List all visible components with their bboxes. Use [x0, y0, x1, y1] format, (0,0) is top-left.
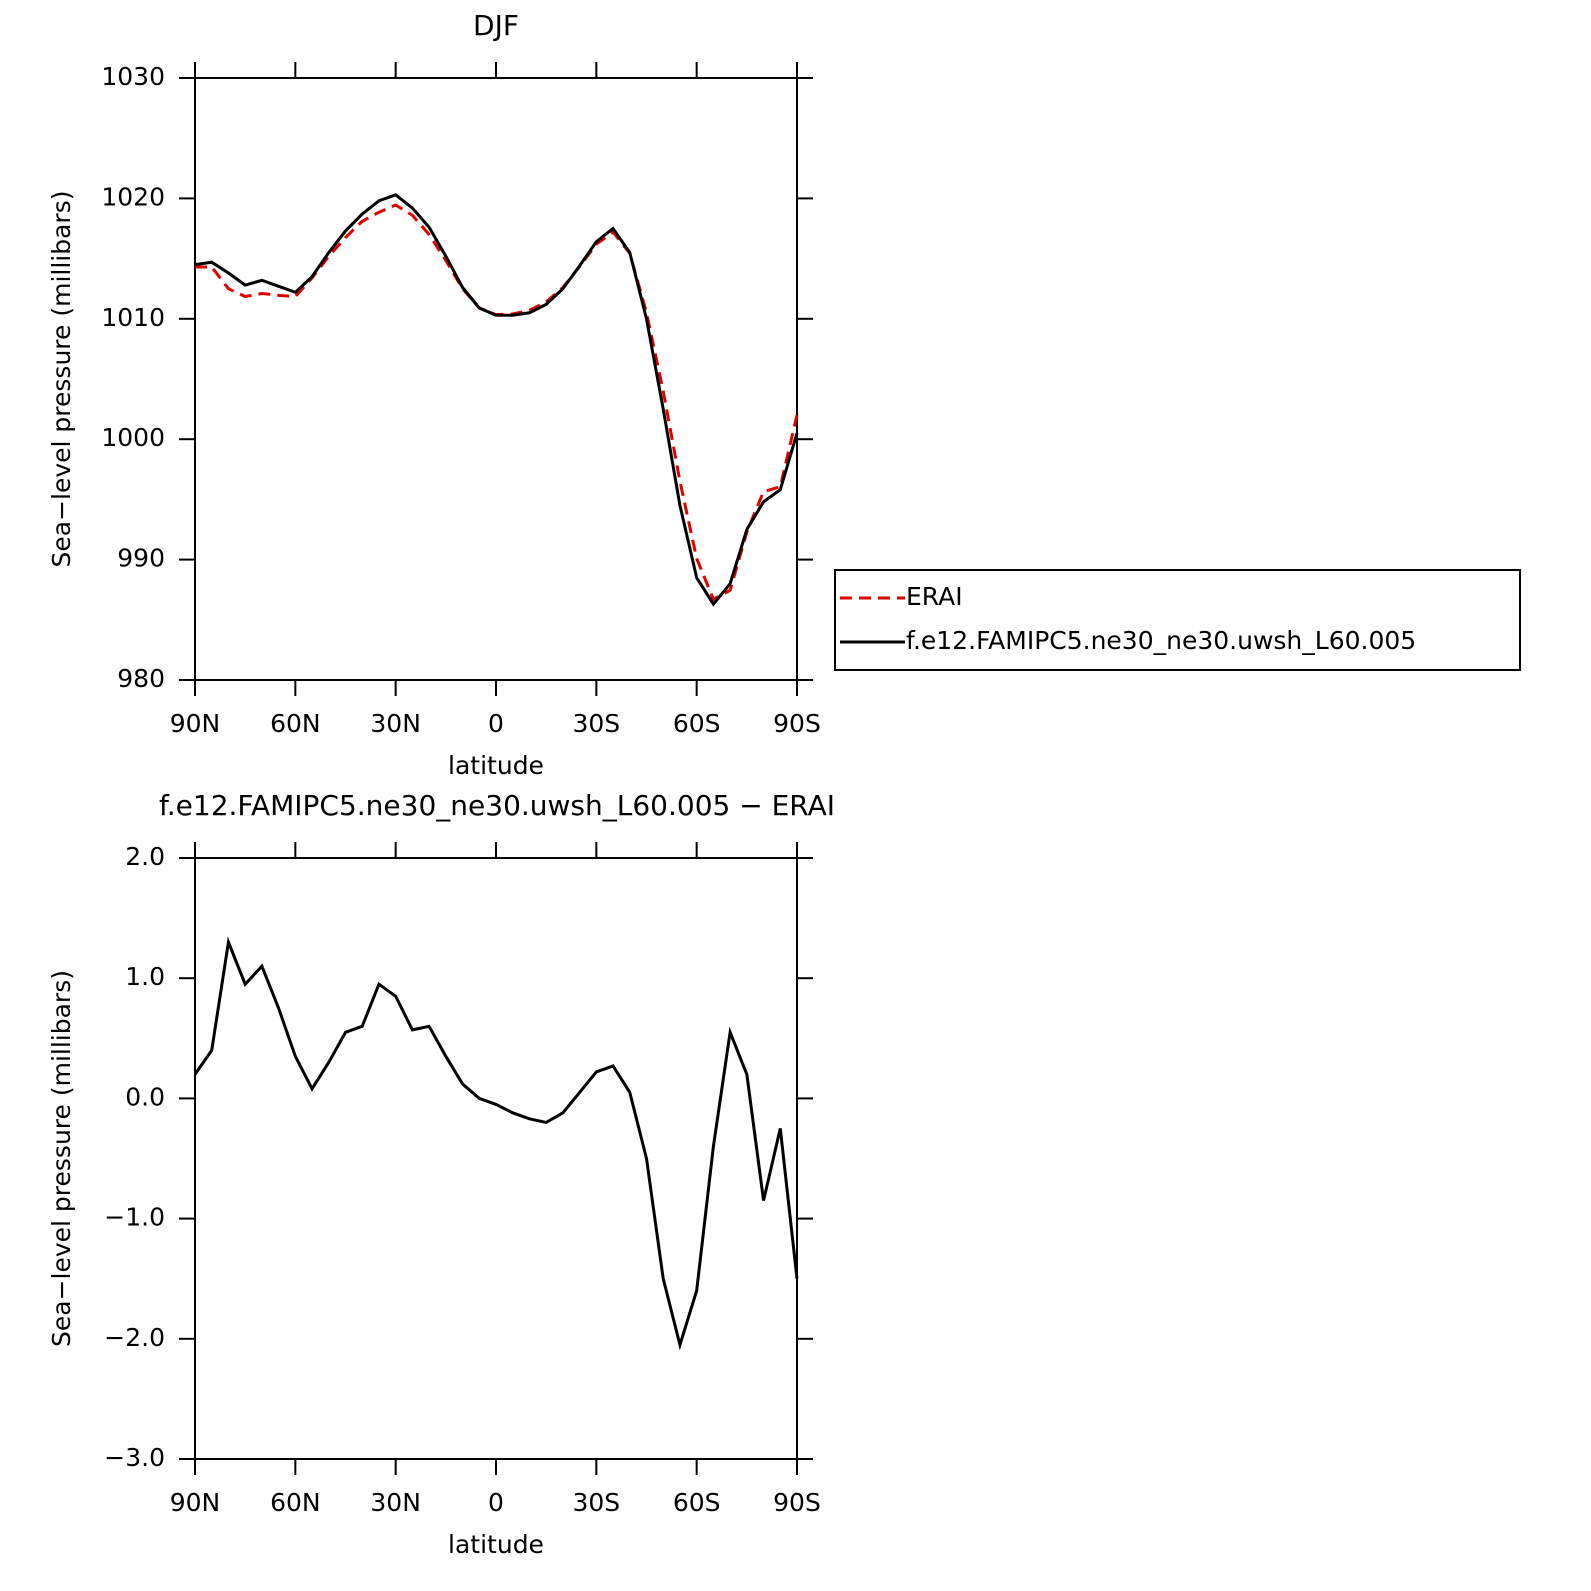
y-tick-label: 1020: [101, 182, 165, 211]
y-tick-label: −1.0: [104, 1203, 165, 1232]
x-tick-label: 30N: [370, 709, 421, 738]
y-tick-label: 2.0: [125, 842, 165, 871]
x-tick-label: 0: [488, 1488, 504, 1517]
x-axis-label: latitude: [448, 751, 544, 780]
x-tick-label: 90S: [773, 709, 821, 738]
y-tick-label: 1030: [101, 62, 165, 91]
x-tick-label: 90N: [170, 1488, 221, 1517]
chart-title: f.e12.FAMIPC5.ne30_ne30.uwsh_L60.005 − E…: [159, 789, 835, 822]
data-line: [194, 193, 799, 607]
legend-box: [834, 569, 1521, 671]
legend-label: ERAI: [906, 582, 963, 611]
x-tick-label: 30S: [572, 709, 620, 738]
plot-frame: [194, 77, 798, 681]
x-tick-label: 60N: [270, 709, 321, 738]
x-tick-label: 90S: [773, 1488, 821, 1517]
y-tick-label: 1.0: [125, 962, 165, 991]
y-tick-label: 1010: [101, 303, 165, 332]
x-axis-label: latitude: [448, 1530, 544, 1559]
x-tick-label: 60N: [270, 1488, 321, 1517]
y-tick-label: −2.0: [104, 1323, 165, 1352]
y-tick-label: 980: [117, 664, 165, 693]
x-tick-label: 60S: [673, 1488, 721, 1517]
chart-title: DJF: [473, 9, 519, 42]
x-tick-label: 90N: [170, 709, 221, 738]
x-tick-label: 60S: [673, 709, 721, 738]
y-tick-label: 0.0: [125, 1082, 165, 1111]
y-tick-label: −3.0: [104, 1443, 165, 1472]
x-tick-label: 30N: [370, 1488, 421, 1517]
data-line: [193, 936, 799, 1351]
y-axis-label: Sea−level pressure (millibars): [47, 970, 76, 1347]
x-tick-label: 0: [488, 709, 504, 738]
plot-frame: [194, 857, 798, 1460]
data-line: [195, 203, 799, 602]
y-tick-label: 990: [117, 544, 165, 573]
x-tick-label: 30S: [572, 1488, 620, 1517]
y-tick-label: 1000: [101, 423, 165, 452]
y-axis-label: Sea−level pressure (millibars): [47, 191, 76, 568]
legend-label: f.e12.FAMIPC5.ne30_ne30.uwsh_L60.005: [906, 626, 1416, 655]
